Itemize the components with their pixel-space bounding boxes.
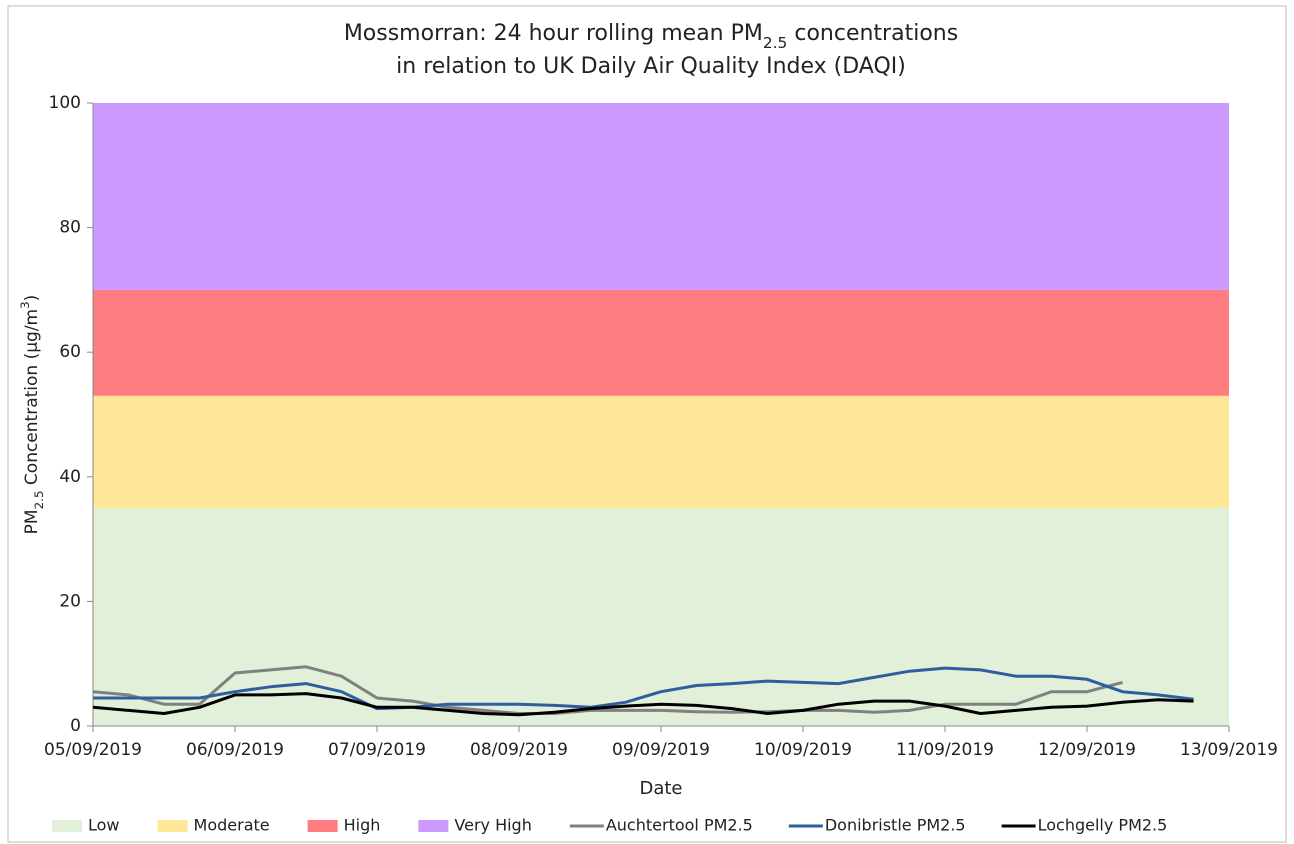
aqi-band — [93, 103, 1229, 290]
x-tick-label: 05/09/2019 — [44, 740, 142, 760]
y-axis-label: PM2.5 Concentration (µg/m3) — [18, 295, 46, 535]
legend-swatch — [307, 820, 338, 832]
chart-title: in relation to UK Daily Air Quality Inde… — [396, 54, 906, 79]
aqi-band — [93, 507, 1229, 726]
x-axis-label: Date — [639, 778, 682, 799]
legend-swatch — [157, 820, 188, 832]
y-tick-label: 40 — [59, 467, 81, 487]
series-line — [92, 692, 1194, 717]
text-part: concentrations — [787, 21, 958, 46]
text-part: PM — [22, 509, 42, 534]
x-tick-label: 07/09/2019 — [328, 740, 426, 760]
legend-swatch — [418, 820, 449, 832]
legend-label: Moderate — [194, 816, 270, 835]
legend-label: High — [344, 816, 381, 835]
aqi-band — [93, 395, 1229, 508]
legend-label: Auchtertool PM2.5 — [606, 816, 753, 835]
text-part: 3 — [18, 301, 32, 309]
y-tick-label: 100 — [49, 93, 81, 113]
chart-title: Mossmorran: 24 hour rolling mean PM2.5 c… — [344, 21, 958, 52]
text-part: Mossmorran: 24 hour rolling mean PM — [344, 21, 763, 46]
x-tick-label: 06/09/2019 — [186, 740, 284, 760]
x-tick-label: 12/09/2019 — [1038, 740, 1136, 760]
x-tick-label: 08/09/2019 — [470, 740, 568, 760]
text-part: ) — [22, 295, 42, 302]
aqi-band — [93, 289, 1229, 396]
x-tick-label: 13/09/2019 — [1180, 740, 1278, 760]
legend-label: Very High — [454, 816, 531, 835]
text-part: 2.5 — [763, 34, 787, 52]
x-tick-label: 11/09/2019 — [896, 740, 994, 760]
legend-label: Lochgelly PM2.5 — [1038, 816, 1168, 835]
y-tick-label: 80 — [59, 218, 81, 238]
series-line — [92, 665, 1123, 715]
legend-label: Donibristle PM2.5 — [825, 816, 966, 835]
text-part: 2.5 — [32, 490, 46, 509]
legend-swatch — [52, 820, 82, 832]
text-part: Concentration (µg/m — [22, 309, 42, 491]
text-part: in relation to UK Daily Air Quality Inde… — [396, 54, 906, 79]
y-tick-label: 20 — [59, 591, 81, 611]
x-tick-label: 10/09/2019 — [754, 740, 852, 760]
x-tick-label: 09/09/2019 — [612, 740, 710, 760]
y-tick-label: 0 — [70, 716, 81, 736]
legend-label: Low — [88, 816, 120, 835]
series-line — [93, 666, 1194, 711]
y-tick-label: 60 — [59, 342, 81, 362]
